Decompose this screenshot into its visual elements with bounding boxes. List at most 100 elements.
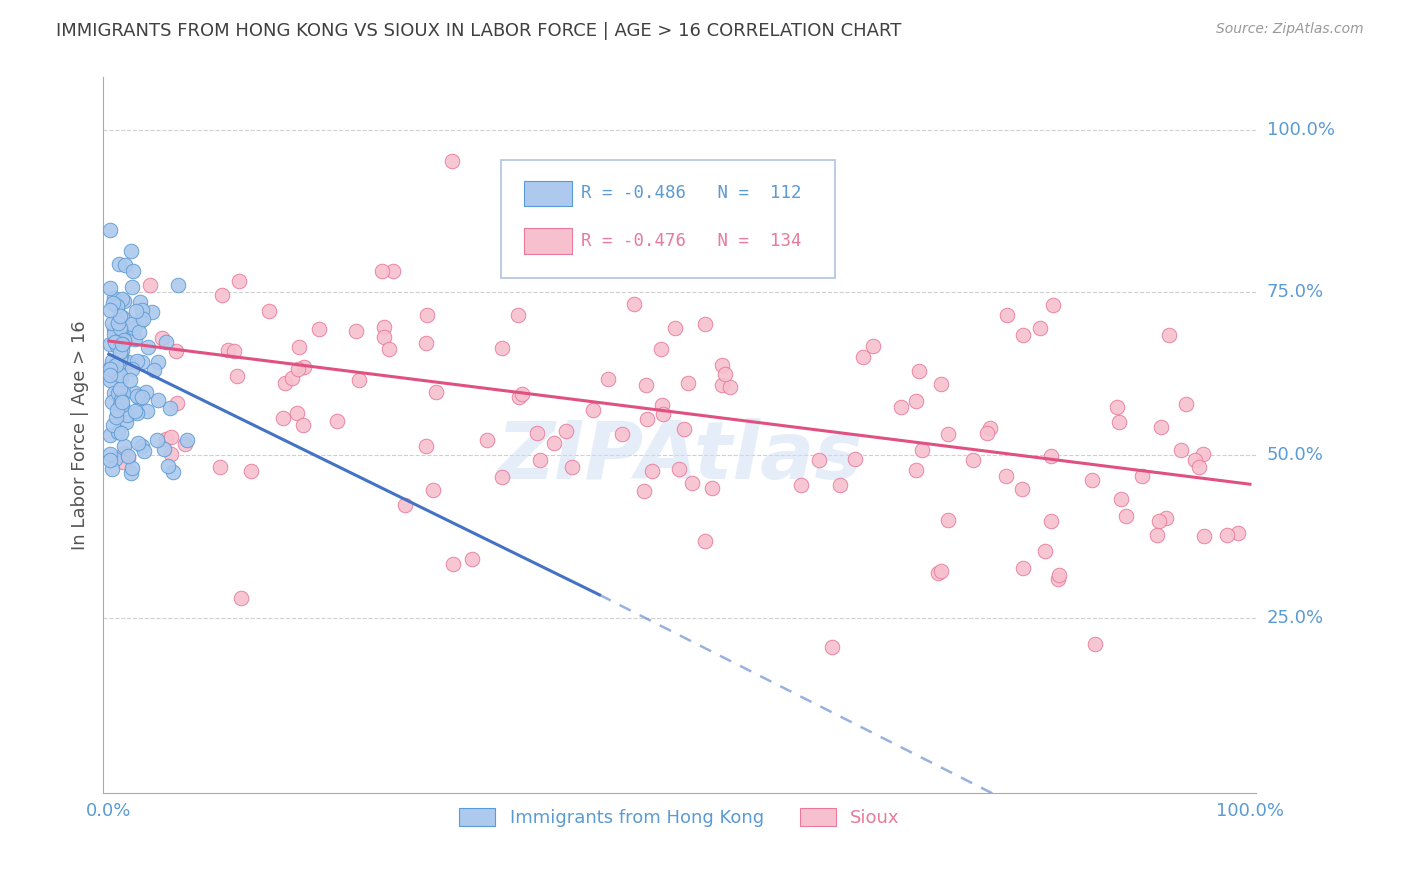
Point — [676, 376, 699, 391]
FancyBboxPatch shape — [501, 160, 835, 278]
Point — [415, 336, 437, 351]
Text: 75.0%: 75.0% — [1267, 284, 1324, 301]
Point — [890, 400, 912, 414]
Point — [146, 433, 169, 447]
FancyBboxPatch shape — [524, 228, 572, 254]
Point — [112, 332, 135, 346]
Point — [131, 439, 153, 453]
Point — [1040, 514, 1063, 528]
Point — [114, 334, 136, 348]
Point — [381, 264, 404, 278]
Point — [790, 478, 813, 492]
Point — [976, 426, 998, 441]
Point — [962, 453, 984, 467]
Point — [117, 408, 139, 422]
Point — [103, 385, 125, 400]
Point — [111, 292, 134, 306]
Point — [1108, 415, 1130, 429]
Point — [1115, 509, 1137, 524]
Text: ZIPAtlas: ZIPAtlas — [496, 417, 862, 496]
Point — [415, 439, 437, 453]
Point — [1107, 401, 1129, 415]
Point — [155, 432, 177, 446]
Point — [111, 310, 134, 325]
Point — [844, 451, 866, 466]
Point — [664, 320, 686, 334]
Point — [107, 298, 129, 312]
Point — [714, 367, 737, 381]
Point — [105, 403, 128, 417]
Point — [111, 395, 134, 409]
Point — [693, 318, 716, 332]
Point — [108, 351, 131, 366]
Point — [111, 334, 134, 348]
Point — [112, 333, 135, 347]
Point — [101, 353, 124, 368]
Point — [108, 382, 131, 396]
Point — [510, 387, 533, 401]
Point — [695, 533, 717, 548]
Point — [610, 427, 633, 442]
Point — [1192, 447, 1215, 461]
Point — [222, 343, 245, 358]
Point — [1184, 453, 1206, 467]
Point — [1040, 450, 1063, 464]
Point — [108, 368, 131, 382]
Point — [1146, 528, 1168, 542]
Point — [107, 425, 129, 440]
Point — [1049, 568, 1071, 582]
Point — [371, 264, 394, 278]
Point — [100, 316, 122, 330]
Point — [1011, 482, 1033, 496]
Point — [110, 426, 132, 441]
Point — [228, 274, 250, 288]
Point — [110, 348, 132, 362]
Point — [146, 392, 169, 407]
Point — [162, 465, 184, 479]
Point — [105, 339, 128, 353]
Point — [257, 304, 280, 318]
Point — [108, 309, 131, 323]
Point — [150, 331, 173, 345]
Point — [1170, 443, 1192, 458]
Point — [129, 314, 152, 328]
Point — [121, 362, 143, 376]
Point — [121, 279, 143, 293]
Point — [104, 367, 127, 381]
Point — [287, 362, 309, 376]
Point — [475, 433, 498, 447]
Text: 100.0%: 100.0% — [1267, 120, 1334, 138]
Point — [105, 296, 128, 310]
Point — [108, 321, 131, 335]
Point — [110, 372, 132, 386]
Point — [135, 404, 157, 418]
Point — [135, 385, 157, 400]
Point — [634, 378, 657, 392]
Point — [125, 406, 148, 420]
Point — [138, 277, 160, 292]
Text: 25.0%: 25.0% — [1267, 608, 1324, 626]
Point — [979, 421, 1001, 435]
Point — [718, 380, 741, 394]
Point — [112, 319, 135, 334]
Point — [561, 459, 583, 474]
Point — [128, 326, 150, 340]
Point — [1154, 510, 1177, 524]
Point — [1150, 419, 1173, 434]
Point — [308, 322, 330, 336]
Point — [633, 484, 655, 499]
Point — [461, 552, 484, 566]
Point — [122, 321, 145, 335]
Point — [231, 591, 253, 606]
Point — [124, 404, 146, 418]
Point — [651, 398, 673, 412]
Point — [554, 424, 576, 438]
Point — [112, 440, 135, 454]
Point — [100, 359, 122, 373]
Point — [121, 461, 143, 475]
Point — [131, 303, 153, 318]
Point — [122, 264, 145, 278]
Point — [111, 343, 134, 357]
Point — [1029, 321, 1052, 335]
Point — [225, 368, 247, 383]
